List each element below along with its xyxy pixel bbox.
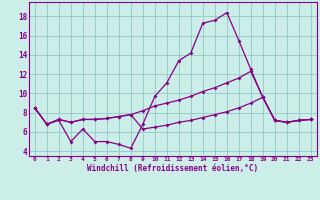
X-axis label: Windchill (Refroidissement éolien,°C): Windchill (Refroidissement éolien,°C) <box>87 164 258 173</box>
